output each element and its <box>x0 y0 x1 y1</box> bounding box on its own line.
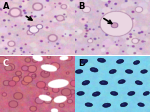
Ellipse shape <box>139 104 142 105</box>
Ellipse shape <box>94 93 97 94</box>
Ellipse shape <box>135 62 137 63</box>
Ellipse shape <box>90 68 98 72</box>
Ellipse shape <box>77 71 80 72</box>
Ellipse shape <box>138 103 144 107</box>
Ellipse shape <box>98 59 105 63</box>
Ellipse shape <box>105 104 107 105</box>
Ellipse shape <box>111 71 113 72</box>
Ellipse shape <box>137 82 140 83</box>
Ellipse shape <box>122 104 124 105</box>
Ellipse shape <box>102 82 105 83</box>
Ellipse shape <box>125 70 133 74</box>
Ellipse shape <box>92 92 100 96</box>
Text: C: C <box>3 58 9 67</box>
Ellipse shape <box>92 69 95 70</box>
Ellipse shape <box>112 93 115 94</box>
Ellipse shape <box>79 93 81 94</box>
Ellipse shape <box>100 81 108 85</box>
Ellipse shape <box>120 103 127 107</box>
Ellipse shape <box>134 61 140 65</box>
Ellipse shape <box>145 93 147 94</box>
Ellipse shape <box>141 70 147 74</box>
Ellipse shape <box>128 92 135 96</box>
Ellipse shape <box>117 60 124 64</box>
Ellipse shape <box>118 80 125 84</box>
Ellipse shape <box>135 81 142 85</box>
Ellipse shape <box>142 71 145 72</box>
Text: D: D <box>78 58 85 67</box>
Ellipse shape <box>85 103 93 107</box>
Ellipse shape <box>82 81 90 85</box>
Ellipse shape <box>82 61 85 62</box>
Ellipse shape <box>75 70 83 74</box>
Ellipse shape <box>120 81 122 82</box>
Ellipse shape <box>77 92 84 95</box>
Ellipse shape <box>127 71 130 72</box>
Ellipse shape <box>81 60 88 64</box>
Ellipse shape <box>111 92 118 96</box>
Ellipse shape <box>129 93 132 94</box>
Ellipse shape <box>87 104 90 105</box>
Ellipse shape <box>103 103 111 107</box>
Text: B: B <box>78 2 85 11</box>
Ellipse shape <box>84 82 86 83</box>
Ellipse shape <box>109 70 116 74</box>
Ellipse shape <box>118 61 121 62</box>
Ellipse shape <box>99 60 102 61</box>
Text: A: A <box>3 2 9 11</box>
Ellipse shape <box>143 92 149 96</box>
